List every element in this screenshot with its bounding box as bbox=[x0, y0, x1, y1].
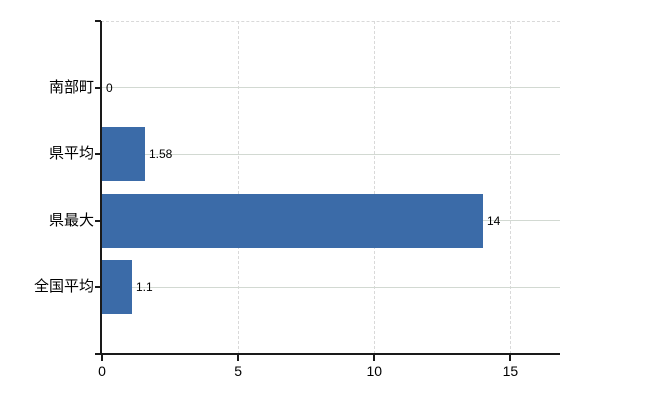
gridline-vertical bbox=[374, 21, 376, 354]
x-axis-tick-label: 0 bbox=[98, 363, 106, 379]
x-axis-tick-label: 15 bbox=[502, 363, 519, 379]
category-label: 全国平均 bbox=[33, 278, 94, 296]
y-axis-tick bbox=[95, 86, 101, 89]
y-axis-line bbox=[99, 21, 102, 355]
plot-top-border bbox=[101, 21, 560, 22]
x-axis-tick bbox=[101, 355, 103, 361]
y-axis-tick bbox=[95, 286, 101, 289]
gridline-vertical bbox=[510, 21, 512, 354]
x-axis-line bbox=[95, 353, 560, 355]
bar bbox=[102, 260, 132, 315]
bar-value-label: 1.1 bbox=[136, 280, 153, 295]
x-axis-tick bbox=[509, 355, 512, 361]
x-axis-tick bbox=[237, 355, 240, 361]
bar-value-label: 14 bbox=[487, 213, 501, 228]
bar-value-label: 0 bbox=[106, 80, 113, 95]
y-axis-tick bbox=[95, 20, 101, 22]
bar bbox=[102, 193, 483, 248]
y-axis-tick bbox=[95, 153, 101, 156]
gridline-vertical bbox=[238, 21, 240, 354]
gridline-horizontal bbox=[101, 153, 560, 155]
category-label: 南部町 bbox=[48, 78, 94, 96]
x-axis-tick-label: 5 bbox=[234, 363, 243, 379]
x-axis-tick-label: 10 bbox=[366, 363, 383, 379]
category-label: 県最大 bbox=[48, 211, 94, 229]
plot-area bbox=[101, 21, 560, 354]
gridline-horizontal bbox=[101, 87, 560, 89]
y-axis-tick bbox=[95, 353, 101, 355]
y-axis-tick bbox=[95, 219, 101, 222]
gridline-horizontal bbox=[101, 286, 560, 288]
bar bbox=[102, 127, 145, 182]
bar-value-label: 1.58 bbox=[149, 147, 173, 162]
category-label: 県平均 bbox=[48, 145, 94, 163]
x-axis-tick bbox=[373, 355, 376, 361]
